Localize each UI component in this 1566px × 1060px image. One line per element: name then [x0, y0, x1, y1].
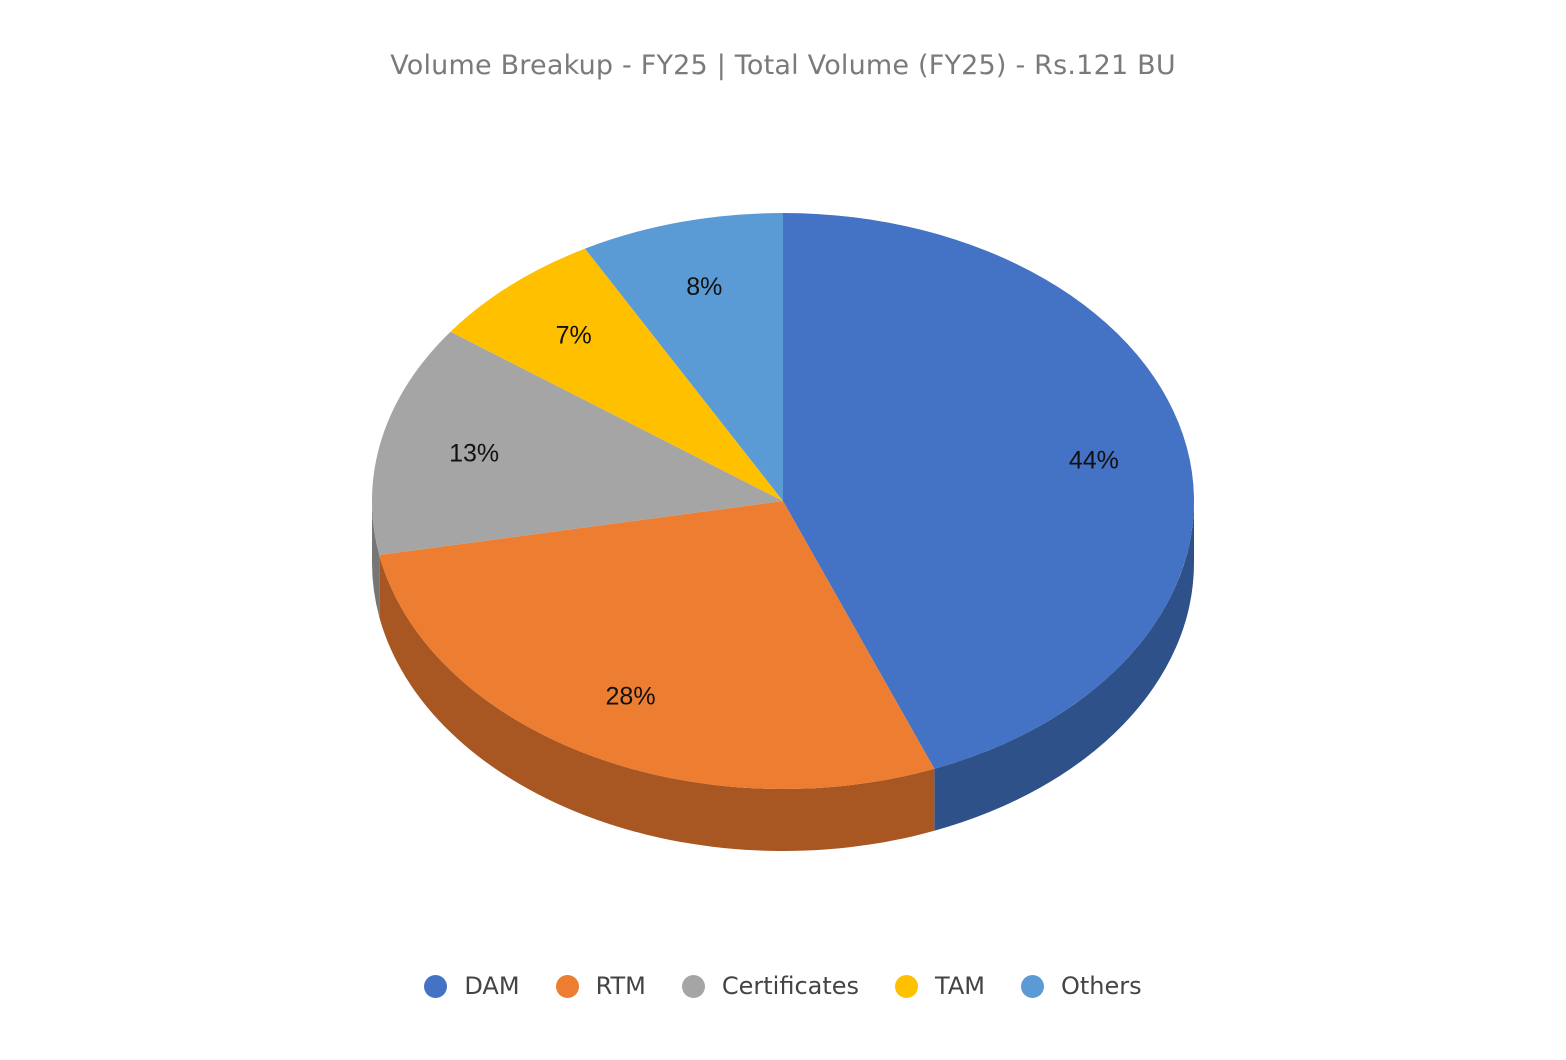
data-label-certificates: 13% [449, 440, 499, 468]
slice-others[interactable] [584, 213, 783, 501]
data-label-rtm: 28% [606, 682, 656, 710]
data-label-dam: 44% [1069, 446, 1119, 474]
data-label-tam: 7% [556, 322, 592, 350]
legend-label-rtm: RTM [595, 972, 646, 1000]
legend-swatch-certificates [681, 974, 705, 998]
legend-label-tam: TAM [935, 972, 985, 1000]
legend-label-dam: DAM [464, 972, 520, 1000]
slice-side-certificates [372, 501, 380, 617]
legend-swatch-others [1020, 974, 1044, 998]
slice-dam[interactable] [783, 213, 1195, 769]
legend-swatch-dam [424, 974, 448, 998]
pie-data-labels: 44% 28% 13% 7% 8% [449, 273, 1119, 710]
chart-title: Volume Breakup - FY25 | Total Volume (FY… [390, 50, 1176, 81]
slice-side-dam [934, 501, 1194, 831]
slice-rtm[interactable] [379, 501, 935, 789]
legend-swatch-rtm [555, 974, 579, 998]
slice-tam[interactable] [450, 248, 783, 501]
legend-label-others: Others [1060, 972, 1142, 1000]
legend-item-tam[interactable]: TAM [895, 972, 985, 1000]
legend-item-rtm[interactable]: RTM [555, 972, 646, 1000]
pie-depth-sides [372, 501, 1194, 851]
data-label-others: 8% [686, 273, 722, 301]
legend: DAM RTM Certificates TAM Others [0, 972, 1566, 1000]
legend-label-certificates: Certificates [721, 972, 860, 1000]
pie-top-faces [371, 213, 1195, 789]
legend-item-others[interactable]: Others [1020, 972, 1142, 1000]
legend-swatch-tam [895, 974, 919, 998]
slice-certificates[interactable] [371, 331, 783, 555]
legend-item-dam[interactable]: DAM [424, 972, 520, 1000]
legend-item-certificates[interactable]: Certificates [681, 972, 860, 1000]
slice-side-rtm [379, 554, 935, 851]
